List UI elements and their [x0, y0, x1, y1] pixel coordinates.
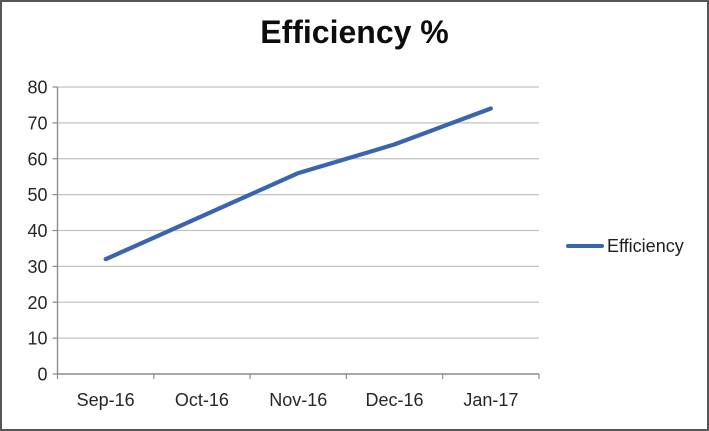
y-axis-tick-label: 70	[27, 113, 47, 133]
y-axis-tick-label: 30	[27, 257, 47, 277]
x-axis-tick-label: Jan-17	[463, 390, 518, 410]
legend-line-swatch	[566, 244, 604, 248]
series-line-efficiency	[103, 106, 493, 262]
x-axis-tick-label: Sep-16	[77, 390, 135, 410]
x-axis-tick-label: Oct-16	[175, 390, 229, 410]
legend-label: Efficiency	[607, 235, 684, 256]
y-axis-tick-label: 20	[27, 293, 47, 313]
legend: Efficiency	[566, 236, 684, 256]
y-axis-tick-label: 40	[27, 221, 47, 241]
x-axis-tick-label: Nov-16	[269, 390, 327, 410]
y-axis-tick-label: 60	[27, 149, 47, 169]
y-axis-tick-label: 10	[27, 329, 47, 349]
x-axis-tick-label: Dec-16	[366, 390, 424, 410]
y-axis-tick-label: 0	[37, 365, 47, 385]
y-axis-tick-label: 80	[27, 78, 47, 98]
chart-title: Efficiency %	[260, 14, 449, 50]
y-axis-tick-label: 50	[27, 185, 47, 205]
